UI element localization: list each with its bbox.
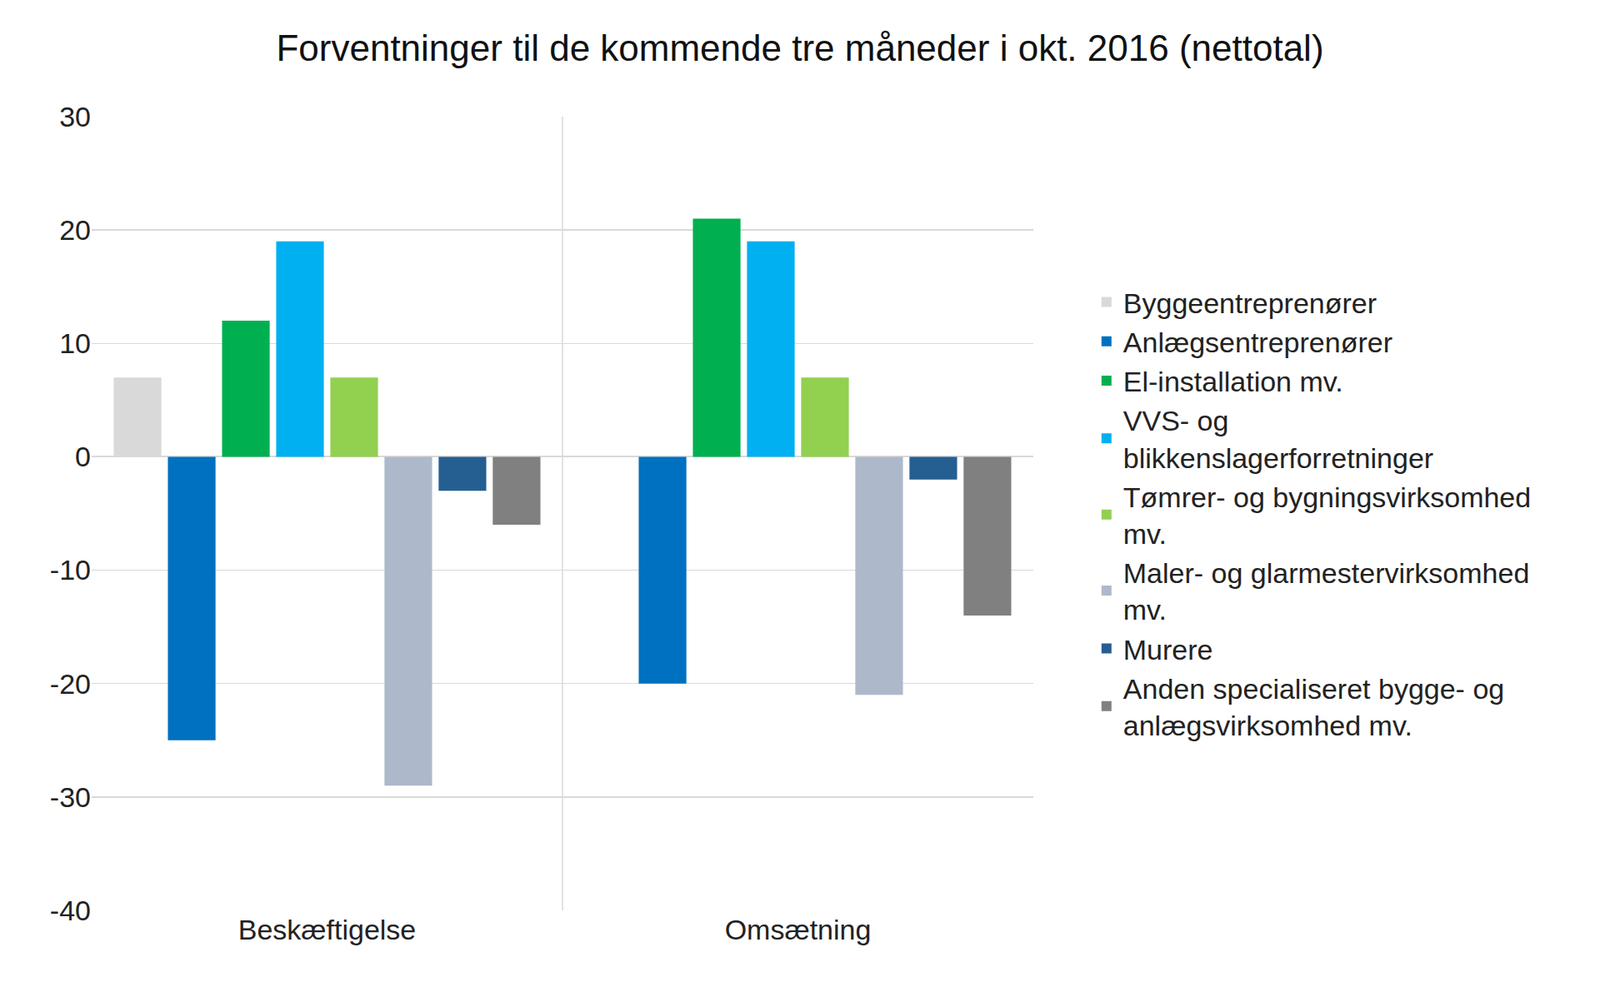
svg-text:El-installation mv.: El-installation mv.	[1123, 365, 1344, 398]
svg-text:Byggeentreprenører: Byggeentreprenører	[1123, 287, 1377, 320]
svg-text:-40: -40	[50, 895, 91, 927]
svg-text:Tømrer- og bygningsvirksomhedm: Tømrer- og bygningsvirksomhedmv.	[1123, 481, 1531, 550]
svg-text:VVS- ogblikkenslagerforretning: VVS- ogblikkenslagerforretninger	[1123, 405, 1434, 474]
svg-text:Murere: Murere	[1123, 634, 1214, 666]
svg-text:20: 20	[59, 214, 91, 246]
svg-text:10: 10	[59, 327, 91, 360]
svg-text:Anlægsentreprenører: Anlægsentreprenører	[1123, 326, 1393, 359]
svg-text:-20: -20	[50, 668, 91, 700]
svg-text:30: 30	[59, 100, 91, 133]
svg-text:Anden specialiseret bygge- oga: Anden specialiseret bygge- oganlægsvirks…	[1123, 673, 1505, 742]
svg-text:Forventninger til de kommende: Forventninger til de kommende tre månede…	[275, 27, 1324, 69]
svg-text:0: 0	[75, 440, 91, 473]
svg-text:-10: -10	[50, 554, 91, 586]
svg-text:Maler- og glarmestervirksomhed: Maler- og glarmestervirksomhedmv.	[1123, 557, 1530, 626]
svg-text:-30: -30	[50, 781, 91, 814]
svg-text:Omsætning: Omsætning	[725, 914, 872, 946]
svg-text:Beskæftigelse: Beskæftigelse	[238, 914, 417, 946]
